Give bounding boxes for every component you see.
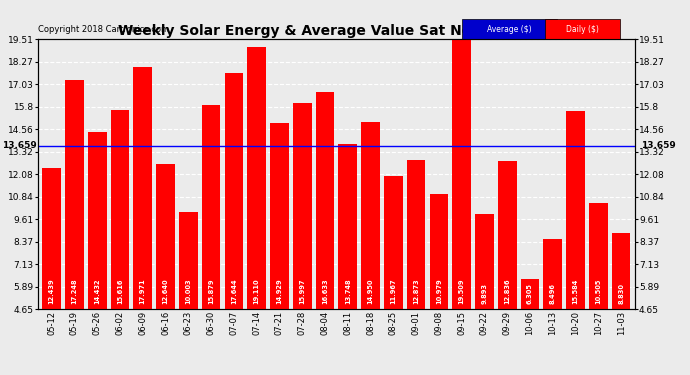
- Bar: [110, 110, 129, 309]
- Text: 19.110: 19.110: [254, 278, 259, 304]
- Bar: [498, 160, 517, 309]
- Text: 12.873: 12.873: [413, 278, 419, 304]
- Text: 12.836: 12.836: [504, 278, 510, 304]
- Text: 8.830: 8.830: [618, 283, 624, 304]
- Bar: [65, 81, 83, 309]
- Bar: [361, 122, 380, 309]
- Bar: [453, 39, 471, 309]
- Text: 15.616: 15.616: [117, 278, 123, 304]
- Text: 12.439: 12.439: [48, 278, 55, 304]
- FancyBboxPatch shape: [545, 19, 620, 39]
- Bar: [407, 160, 426, 309]
- Text: 16.633: 16.633: [322, 278, 328, 304]
- Text: 15.584: 15.584: [573, 279, 579, 304]
- Text: 6.305: 6.305: [527, 283, 533, 304]
- Bar: [566, 111, 585, 309]
- Text: 17.971: 17.971: [140, 278, 146, 304]
- Text: 13.748: 13.748: [345, 278, 351, 304]
- Text: 14.432: 14.432: [94, 278, 100, 304]
- Text: 14.950: 14.950: [368, 278, 373, 304]
- FancyBboxPatch shape: [462, 19, 558, 39]
- Text: 9.893: 9.893: [482, 283, 487, 304]
- Text: Average ($): Average ($): [487, 25, 532, 34]
- Text: 13.659: 13.659: [641, 141, 676, 150]
- Text: 14.929: 14.929: [277, 278, 282, 304]
- Bar: [224, 73, 243, 309]
- Text: Daily ($): Daily ($): [566, 25, 599, 34]
- Text: 15.879: 15.879: [208, 278, 214, 304]
- Bar: [156, 164, 175, 309]
- Bar: [544, 240, 562, 309]
- Bar: [612, 233, 631, 309]
- Text: 15.997: 15.997: [299, 278, 305, 304]
- Text: 8.496: 8.496: [550, 283, 555, 304]
- Bar: [88, 132, 106, 309]
- Bar: [42, 168, 61, 309]
- Text: 10.979: 10.979: [436, 278, 442, 304]
- Bar: [521, 279, 540, 309]
- Text: 17.644: 17.644: [231, 278, 237, 304]
- Text: 17.248: 17.248: [71, 278, 77, 304]
- Bar: [475, 214, 494, 309]
- Bar: [270, 123, 288, 309]
- Bar: [133, 68, 152, 309]
- Bar: [384, 176, 403, 309]
- Bar: [589, 203, 608, 309]
- Bar: [315, 92, 335, 309]
- Text: 12.640: 12.640: [163, 278, 168, 304]
- Bar: [430, 194, 448, 309]
- Text: 19.509: 19.509: [459, 278, 464, 304]
- Bar: [179, 212, 197, 309]
- Text: 13.659: 13.659: [2, 141, 37, 150]
- Bar: [201, 105, 220, 309]
- Text: Copyright 2018 Cartronics.com: Copyright 2018 Cartronics.com: [38, 25, 169, 34]
- Text: 11.967: 11.967: [391, 278, 396, 304]
- Bar: [247, 46, 266, 309]
- Text: 10.505: 10.505: [595, 279, 602, 304]
- Bar: [293, 103, 312, 309]
- Text: 10.003: 10.003: [186, 278, 191, 304]
- Title: Weekly Solar Energy & Average Value Sat Nov 10 16:28: Weekly Solar Energy & Average Value Sat …: [119, 24, 554, 38]
- Bar: [338, 144, 357, 309]
